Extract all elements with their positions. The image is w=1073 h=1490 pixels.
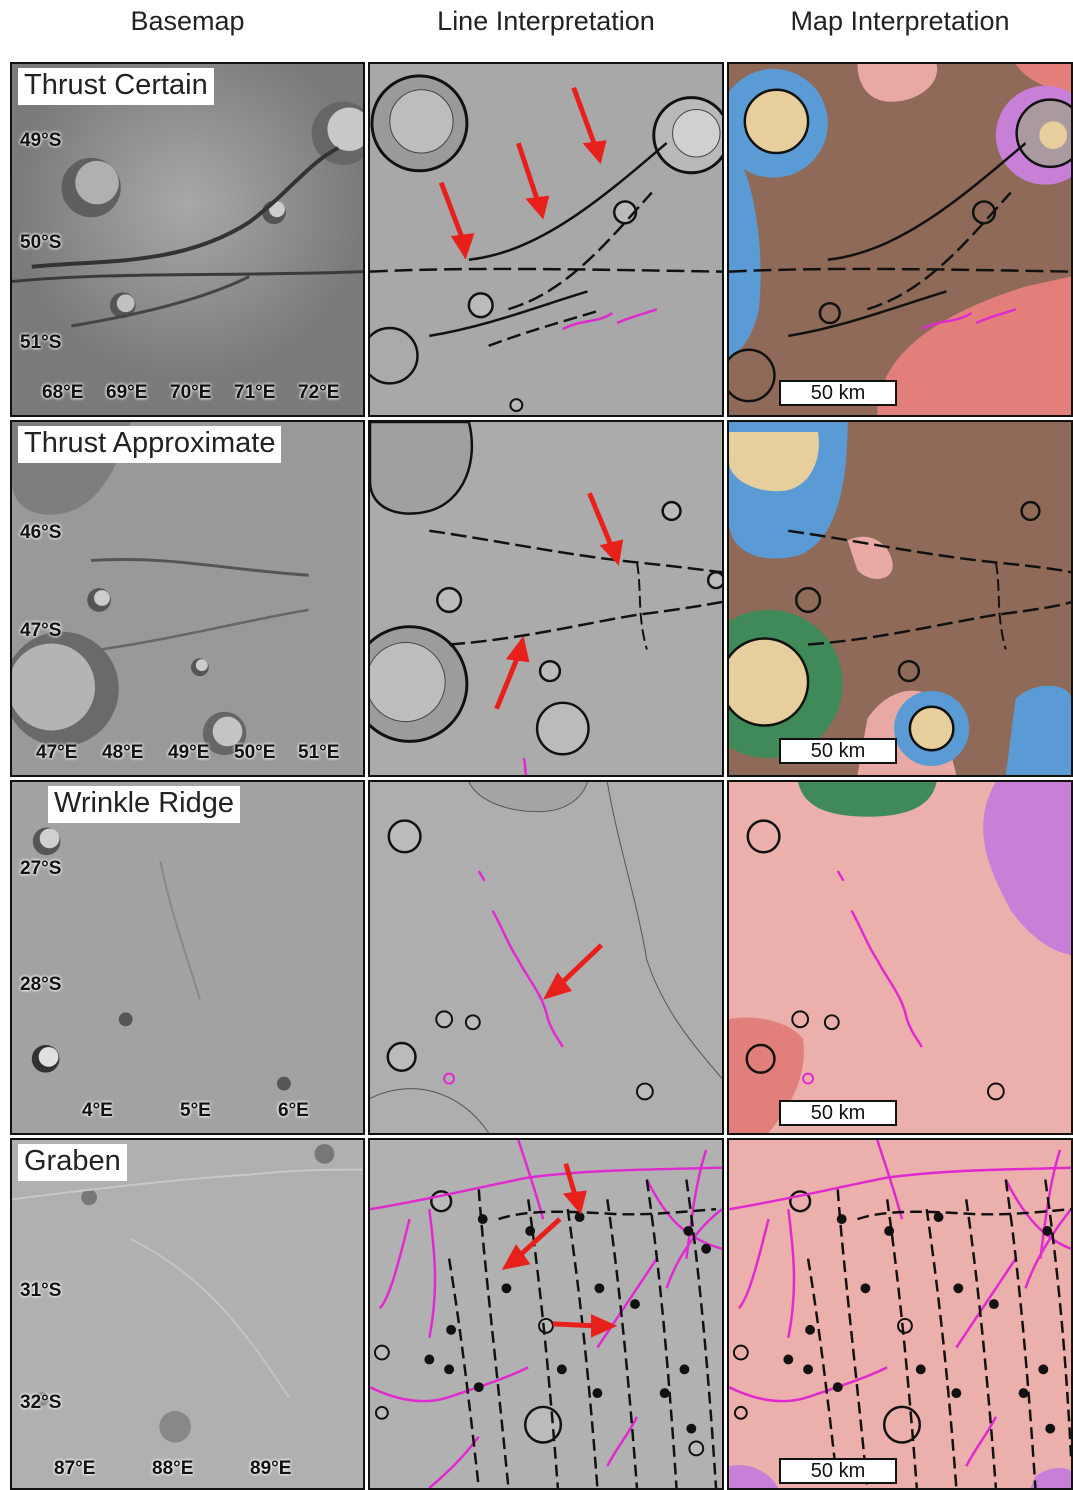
lat-label: 46°S	[20, 522, 62, 543]
map-panel-thrust-approximate: 50 km	[727, 420, 1073, 777]
lon-label: 68°E	[42, 382, 84, 403]
line-interpretation-image	[370, 422, 722, 775]
lon-label: 89°E	[250, 1458, 292, 1479]
line-panel-thrust-certain	[368, 62, 724, 417]
lat-label: 27°S	[20, 858, 62, 879]
lon-label: 6°E	[278, 1100, 309, 1121]
lat-label: 32°S	[20, 1392, 62, 1413]
map-interpretation-image	[729, 782, 1071, 1133]
lon-label: 5°E	[180, 1100, 211, 1121]
lon-label: 47°E	[36, 742, 78, 763]
map-panel-graben: 50 km	[727, 1138, 1073, 1490]
lon-label: 49°E	[168, 742, 210, 763]
map-panel-wrinkle-ridge: 50 km	[727, 780, 1073, 1135]
map-panel-thrust-certain: 50 km	[727, 62, 1073, 417]
basemap-panel-graben: Graben 31°S 32°S 87°E 88°E 89°E	[10, 1138, 365, 1490]
scale-bar: 50 km	[779, 1100, 897, 1126]
lon-label: 50°E	[234, 742, 276, 763]
row-label: Thrust Approximate	[18, 426, 282, 463]
lon-label: 70°E	[170, 382, 212, 403]
lon-label: 4°E	[82, 1100, 113, 1121]
map-interpretation-image	[729, 64, 1071, 415]
map-interpretation-image	[729, 422, 1071, 775]
scale-bar: 50 km	[779, 738, 897, 764]
scale-bar: 50 km	[779, 380, 897, 406]
line-panel-graben	[368, 1138, 724, 1490]
lon-label: 71°E	[234, 382, 276, 403]
basemap-image	[12, 64, 363, 415]
line-interpretation-image	[370, 64, 722, 415]
line-panel-wrinkle-ridge	[368, 780, 724, 1135]
map-interpretation-image	[729, 1140, 1071, 1488]
row-label: Graben	[18, 1144, 127, 1181]
lat-label: 49°S	[20, 130, 62, 151]
column-header-basemap: Basemap	[130, 6, 245, 36]
line-interpretation-image	[370, 1140, 722, 1488]
basemap-image	[12, 422, 363, 775]
lat-label: 31°S	[20, 1280, 62, 1301]
lon-label: 51°E	[298, 742, 340, 763]
basemap-image	[12, 782, 363, 1133]
lon-label: 88°E	[152, 1458, 194, 1479]
line-interpretation-image	[370, 782, 722, 1133]
lon-label: 48°E	[102, 742, 144, 763]
lon-label: 87°E	[54, 1458, 96, 1479]
column-header-map-interpretation: Map Interpretation	[790, 6, 1010, 36]
row-label: Thrust Certain	[18, 68, 214, 105]
basemap-panel-thrust-approximate: Thrust Approximate 46°S 47°S 47°E 48°E 4…	[10, 420, 365, 777]
lat-label: 50°S	[20, 232, 62, 253]
lat-label: 28°S	[20, 974, 62, 995]
basemap-panel-wrinkle-ridge: Wrinkle Ridge 27°S 28°S 4°E 5°E 6°E	[10, 780, 365, 1135]
basemap-panel-thrust-certain: Thrust Certain 49°S 50°S 51°S 68°E 69°E …	[10, 62, 365, 417]
lat-label: 51°S	[20, 332, 62, 353]
line-panel-thrust-approximate	[368, 420, 724, 777]
column-header-line-interpretation: Line Interpretation	[437, 6, 655, 36]
basemap-image	[12, 1140, 363, 1488]
scale-bar: 50 km	[779, 1458, 897, 1484]
lon-label: 72°E	[298, 382, 340, 403]
lat-label: 47°S	[20, 620, 62, 641]
lon-label: 69°E	[106, 382, 148, 403]
row-label: Wrinkle Ridge	[48, 786, 240, 823]
